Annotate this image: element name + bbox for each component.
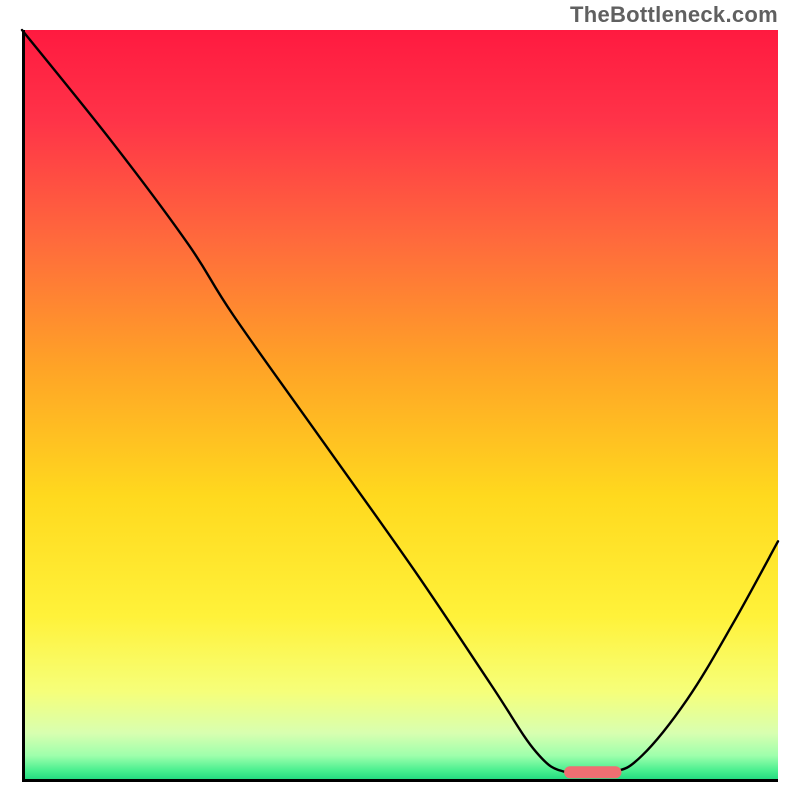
plot-region [22, 30, 778, 782]
plot-svg [22, 30, 778, 782]
gradient-background [22, 30, 778, 782]
chart-container: TheBottleneck.com [0, 0, 800, 800]
y-axis-line [22, 30, 25, 782]
watermark-text: TheBottleneck.com [570, 2, 778, 28]
x-axis-line [22, 779, 778, 782]
